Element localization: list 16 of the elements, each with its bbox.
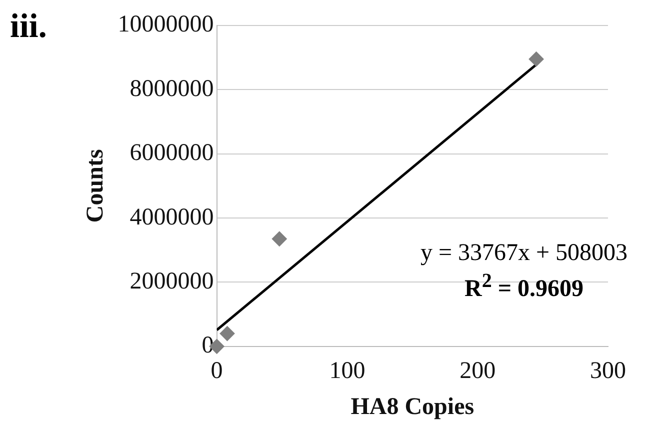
annotation: y = 33767x + 508003 xyxy=(394,240,654,267)
point xyxy=(528,52,544,67)
point xyxy=(220,326,235,342)
y-tick-label: 8000000 xyxy=(130,76,214,102)
y-tick-label: 10000000 xyxy=(118,12,214,38)
x-tick-label: 200 xyxy=(460,358,496,384)
x-axis-title: HA8 Copies xyxy=(350,394,474,420)
chart-title: iii. xyxy=(10,8,47,46)
y-axis-title: Counts xyxy=(82,149,109,223)
point xyxy=(272,231,287,246)
x-tick-label: 300 xyxy=(590,358,626,384)
annotation: R$^{2}$ = 0.9609 xyxy=(463,270,585,303)
y-tick-label: 4000000 xyxy=(130,204,214,230)
y-tick-label: 2000000 xyxy=(130,268,214,294)
y-tick-label: 6000000 xyxy=(130,140,214,166)
x-tick-label: 100 xyxy=(329,358,366,384)
